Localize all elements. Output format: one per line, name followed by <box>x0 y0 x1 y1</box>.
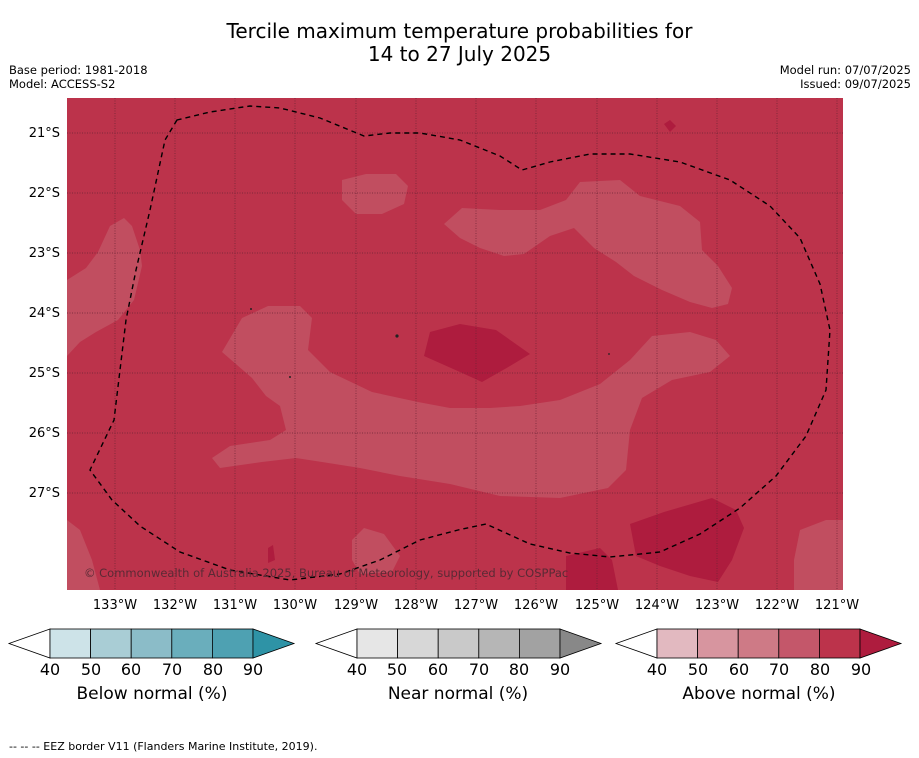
cbar-segment <box>356 628 398 659</box>
copyright-notice: © Commonwealth of Australia 2025, Bureau… <box>84 566 569 580</box>
lon-label-126: 126°W <box>513 598 559 613</box>
area-center-dark <box>424 324 530 382</box>
area-ne-speck <box>664 120 676 132</box>
islands <box>250 308 610 378</box>
cbar-extend-low <box>314 628 358 659</box>
title-line-1: Tercile maximum temperature probabilitie… <box>226 19 693 43</box>
lon-label-130: 130°W <box>272 598 318 613</box>
lon-label-122: 122°W <box>754 598 800 613</box>
probability-map <box>67 98 843 590</box>
lat-label-22: 22°S <box>28 186 60 201</box>
cbar-below-tick-50: 50 <box>80 660 102 679</box>
island-4 <box>608 353 610 355</box>
lon-label-128: 128°W <box>393 598 439 613</box>
area-north-blob <box>342 174 408 214</box>
eez-border <box>89 105 831 581</box>
lon-label-124: 124°W <box>634 598 680 613</box>
cbar-segment <box>90 628 132 659</box>
area-central-band <box>212 306 730 498</box>
issued-date: Issued: 09/07/2025 <box>800 77 911 91</box>
lon-label-131: 131°W <box>212 598 258 613</box>
meta-right: Model run: 07/07/2025 Issued: 09/07/2025 <box>780 63 911 91</box>
lat-label-24: 24°S <box>28 306 60 321</box>
cbar-segment <box>697 628 739 659</box>
cbar-above-tick-40: 40 <box>646 660 668 679</box>
cbar-above-tick-60: 60 <box>728 660 750 679</box>
cbar-segment <box>478 628 520 659</box>
lat-label-26: 26°S <box>28 426 60 441</box>
cbar-segment <box>437 628 480 659</box>
area-south-dark <box>566 548 618 590</box>
cbar-segment <box>656 628 698 659</box>
cbar-near-tick-60: 60 <box>427 660 449 679</box>
lon-label-132: 132°W <box>152 598 198 613</box>
cbar-below-tick-80: 80 <box>202 660 224 679</box>
cbar-segment <box>171 628 213 659</box>
colorbar-near-normal <box>314 628 603 659</box>
area-south-blob <box>352 528 400 574</box>
cbar-below-title: Below normal (%) <box>76 684 228 704</box>
lat-label-27: 27°S <box>28 486 60 501</box>
lon-label-129: 129°W <box>333 598 379 613</box>
cbar-segment <box>130 628 173 659</box>
island-1 <box>395 334 399 338</box>
cbar-near-tick-80: 80 <box>508 660 530 679</box>
eez-border-legend: -- -- -- EEZ border V11 (Flanders Marine… <box>9 740 318 753</box>
cbar-extend-high <box>559 628 603 659</box>
cbar-segment <box>211 628 254 659</box>
lon-label-121: 121°W <box>814 598 860 613</box>
cbar-above-title: Above normal (%) <box>682 684 836 704</box>
lon-label-123: 123°W <box>694 598 740 613</box>
cbar-near-tick-50: 50 <box>386 660 408 679</box>
lon-label-125: 125°W <box>574 598 620 613</box>
base-period: Base period: 1981-2018 <box>9 63 148 77</box>
cbar-segment <box>519 628 561 659</box>
cbar-below-tick-90: 90 <box>242 660 264 679</box>
title-line-2: 14 to 27 July 2025 <box>367 42 552 66</box>
cbar-extend-low <box>7 628 51 659</box>
lat-label-21: 21°S <box>28 126 60 141</box>
cbar-segment <box>737 628 780 659</box>
meta-left: Base period: 1981-2018 Model: ACCESS-S2 <box>9 63 148 91</box>
area-sw-corner <box>67 520 100 590</box>
cbar-below-tick-60: 60 <box>120 660 142 679</box>
chart-title: Tercile maximum temperature probabilitie… <box>0 20 919 66</box>
cbar-above-tick-50: 50 <box>687 660 709 679</box>
cbar-segment <box>778 628 820 659</box>
cbar-near-tick-70: 70 <box>468 660 490 679</box>
lighter-70-80-areas <box>67 174 843 590</box>
lat-label-25: 25°S <box>28 366 60 381</box>
cbar-above-tick-80: 80 <box>809 660 831 679</box>
cbar-segment <box>397 628 439 659</box>
cbar-extend-high <box>859 628 903 659</box>
cbar-below-tick-70: 70 <box>161 660 183 679</box>
lon-label-127: 127°W <box>453 598 499 613</box>
cbar-above-tick-70: 70 <box>768 660 790 679</box>
cbar-near-tick-90: 90 <box>549 660 571 679</box>
graticule <box>67 98 843 590</box>
island-2 <box>250 308 252 310</box>
area-northeast <box>444 180 732 308</box>
model-name: Model: ACCESS-S2 <box>9 77 116 91</box>
cbar-extend-high <box>252 628 296 659</box>
cbar-above-tick-90: 90 <box>850 660 872 679</box>
cbar-segment <box>49 628 91 659</box>
lon-label-133: 133°W <box>92 598 138 613</box>
area-se-corner <box>794 520 843 590</box>
island-3 <box>289 376 291 378</box>
area-west-edge <box>67 218 142 356</box>
cbar-near-tick-40: 40 <box>346 660 368 679</box>
lat-label-23: 23°S <box>28 246 60 261</box>
colorbar-below-normal <box>7 628 296 659</box>
model-run: Model run: 07/07/2025 <box>779 63 911 77</box>
colorbar-above-normal <box>614 628 903 659</box>
cbar-near-title: Near normal (%) <box>387 684 529 704</box>
cbar-below-tick-40: 40 <box>39 660 61 679</box>
cbar-segment <box>819 628 861 659</box>
cbar-extend-low <box>614 628 658 659</box>
area-south-speck <box>268 545 275 563</box>
area-se-dark <box>630 498 744 582</box>
darker-90-plus-areas <box>268 120 744 590</box>
